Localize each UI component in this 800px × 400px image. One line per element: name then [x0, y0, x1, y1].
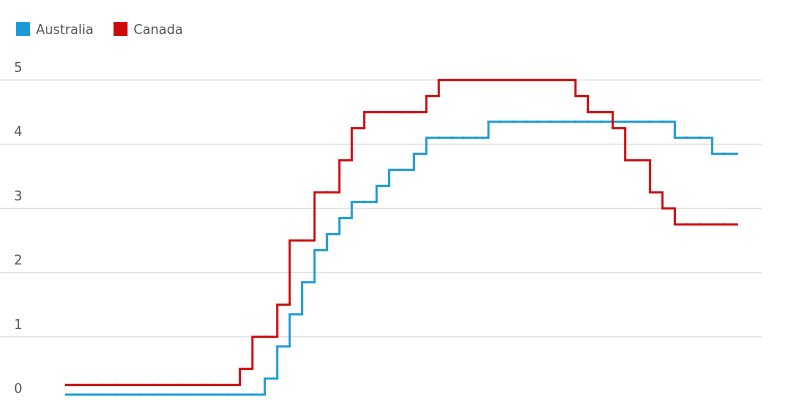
legend-swatch [113, 22, 128, 36]
legend-swatch [16, 22, 30, 36]
legend-label: Canada [134, 23, 183, 38]
y-tick-label: 3 [14, 189, 22, 204]
y-tick-label: 1 [14, 318, 22, 333]
legend-label: Australia [36, 23, 94, 38]
y-tick-label: 5 [14, 61, 22, 76]
y-tick-label: 4 [14, 125, 22, 140]
y-tick-label: 2 [14, 254, 22, 269]
y-tick-label: 0 [14, 382, 22, 397]
